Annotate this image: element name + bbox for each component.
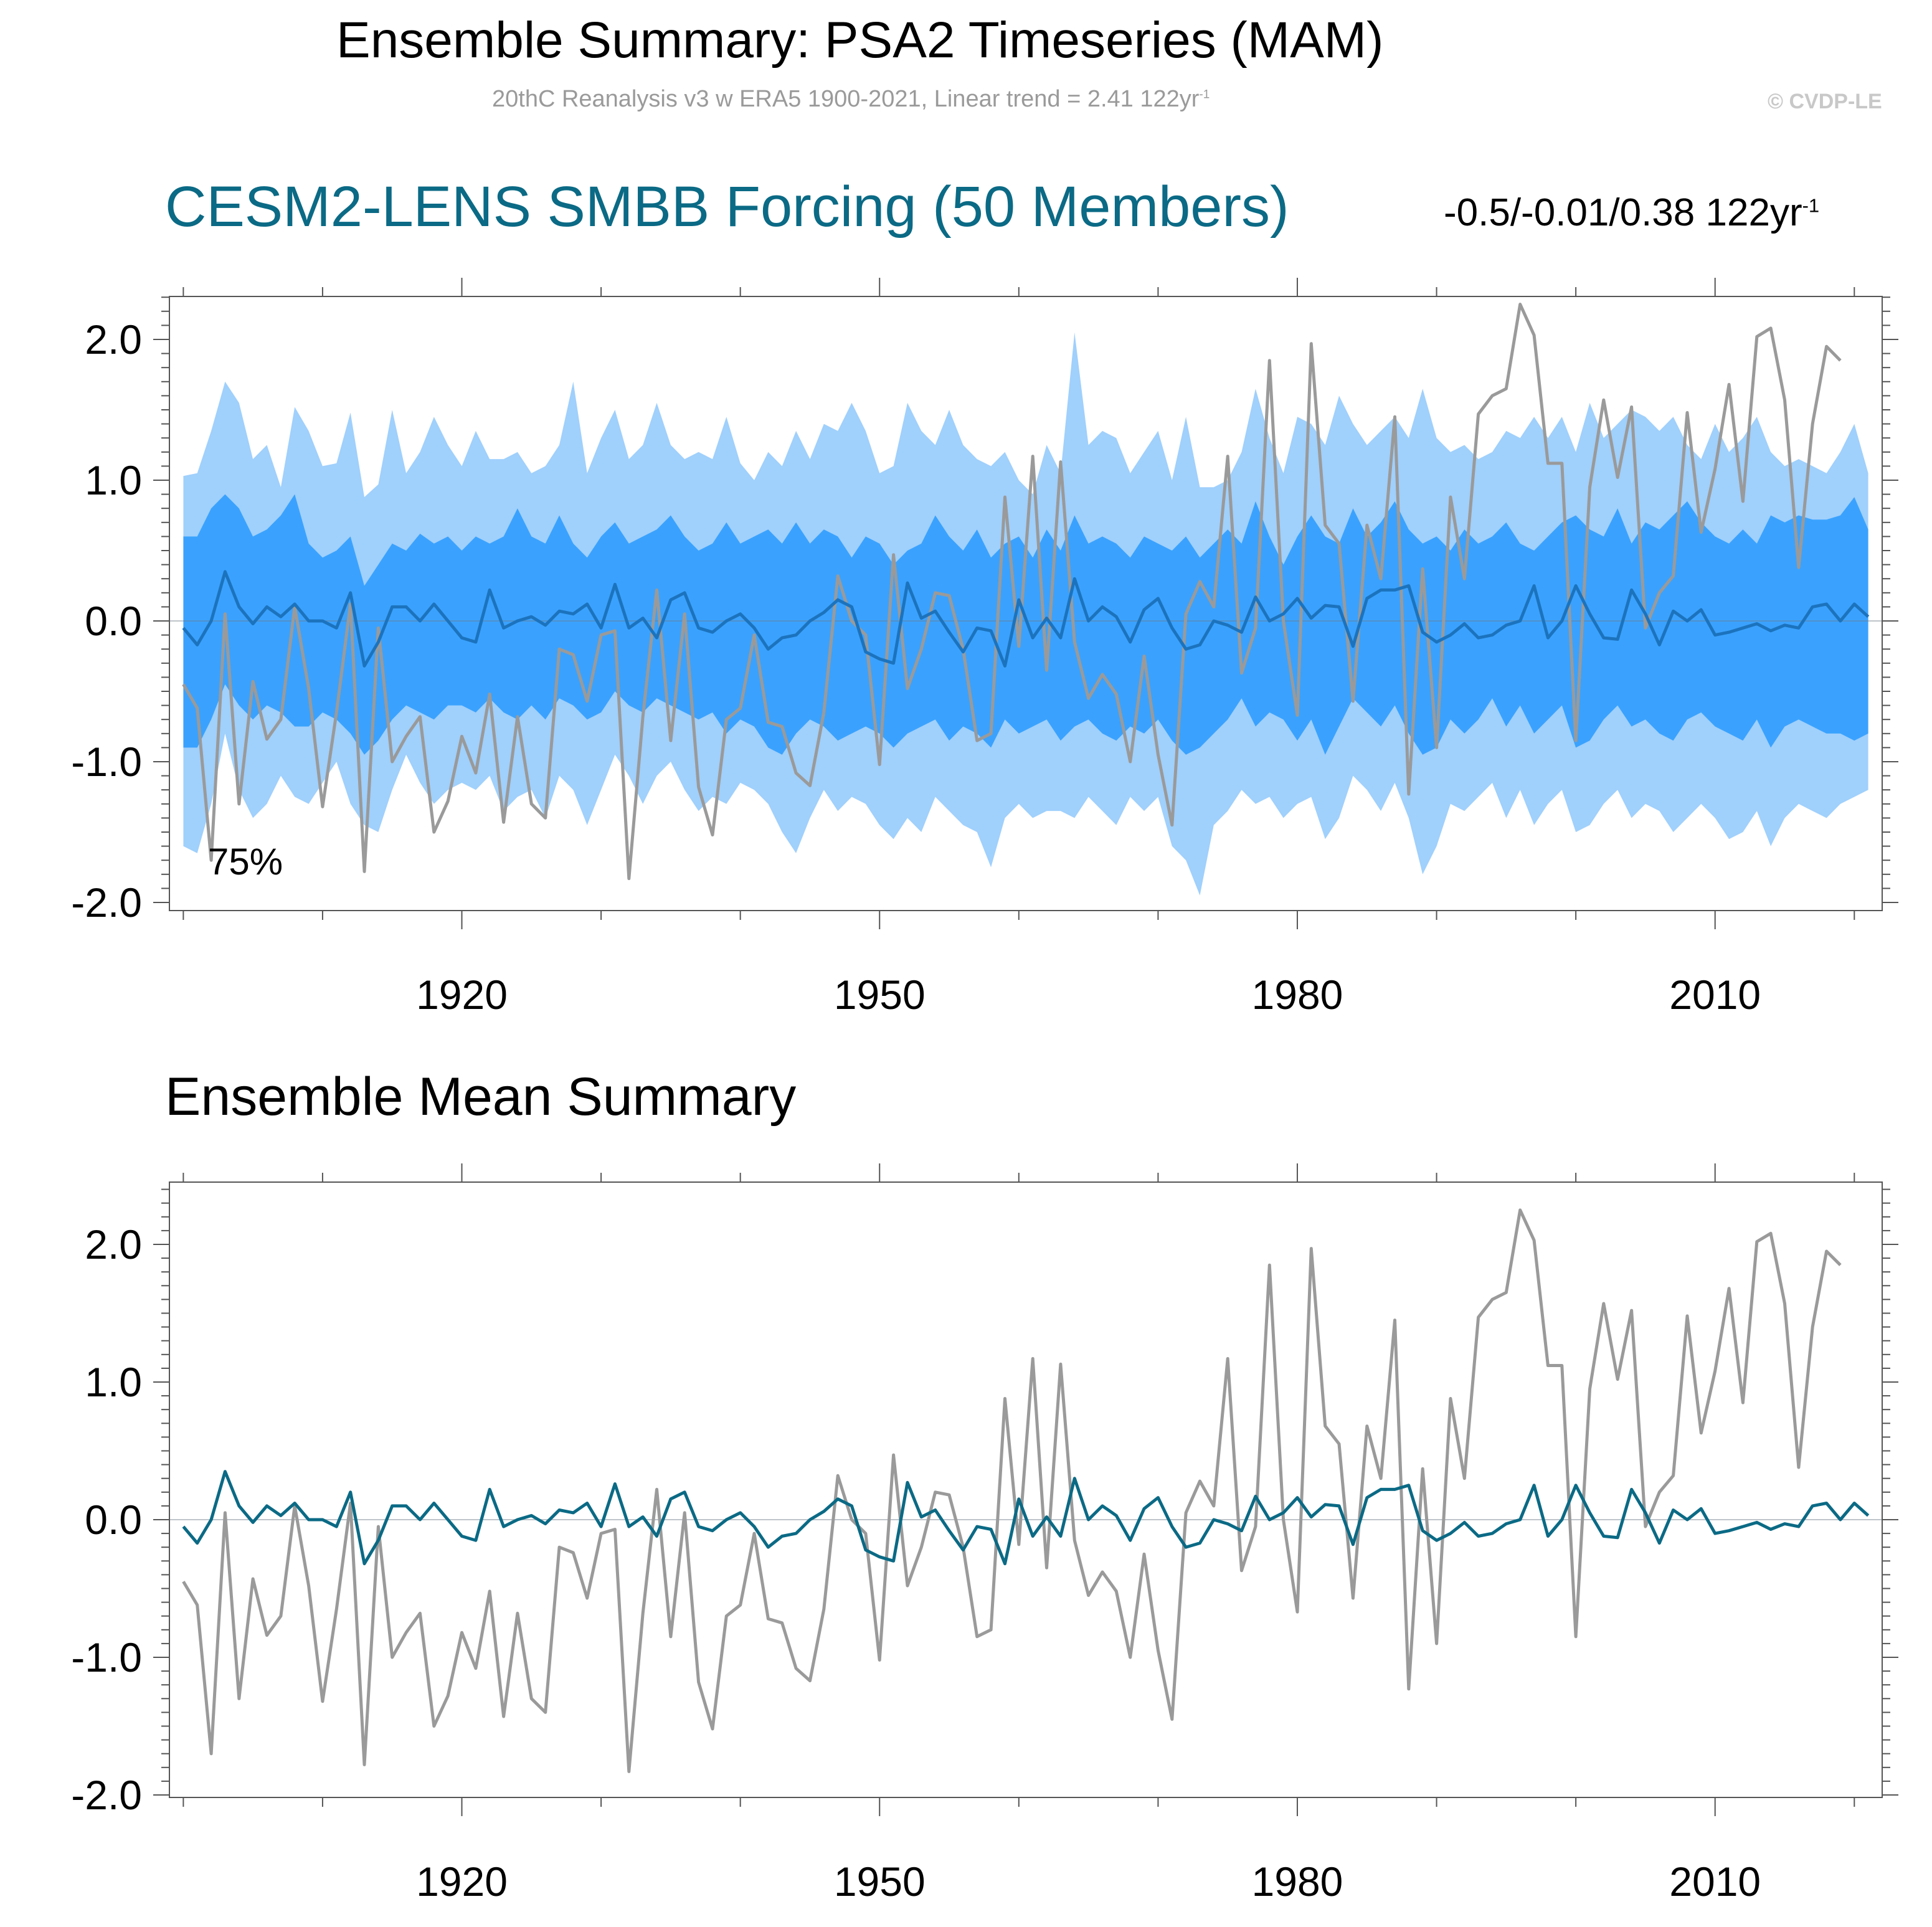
bottom-y-tick-label: 2.0 (85, 1221, 142, 1267)
bottom-panel-plot: -2.0 -1.0 0.0 1.0 2.0 1920 1950 1980 2010 (71, 1163, 1898, 1905)
bottom-y-tick-label: 1.0 (85, 1359, 142, 1405)
top-plot-frame (169, 296, 1883, 911)
bottom-x-tick-label: 1980 (1252, 1858, 1343, 1905)
bottom-y-tick-label: -1.0 (71, 1634, 142, 1680)
top-y-tick-label: -1.0 (71, 739, 142, 785)
top-x-tick-label: 2010 (1669, 972, 1761, 1018)
top-y-tick-label: 0.0 (85, 598, 142, 644)
top-x-tick-label: 1920 (416, 972, 508, 1018)
top-panel-title: CESM2-LENS SMBB Forcing (50 Members) (165, 175, 1289, 239)
band-percent-label: 75% (208, 841, 283, 883)
bottom-y-tick-label: 0.0 (85, 1497, 142, 1543)
top-x-tick-label: 1980 (1252, 972, 1343, 1018)
top-y-tick-label: 2.0 (85, 316, 142, 362)
bottom-observations-line (182, 1208, 1842, 1773)
bottom-ensemble-mean-line (182, 1470, 1870, 1566)
top-plot-area (169, 303, 1882, 896)
trend-text: -0.5/-0.01/0.38 122yr (1444, 191, 1802, 234)
top-y-tick-label: -2.0 (71, 879, 142, 926)
bottom-x-tick-label: 2010 (1669, 1858, 1761, 1905)
bottom-panel-title: Ensemble Mean Summary (165, 1067, 797, 1127)
copyright-label: © CVDP-LE (1768, 90, 1882, 113)
top-panel-plot: -2.0 -1.0 0.0 1.0 2.0 1920 1950 1980 2010 75% (71, 278, 1898, 1018)
subtitle-text: 20thC Reanalysis v3 w ERA5 1900-2021, Li… (492, 86, 1200, 112)
bottom-plot-frame (169, 1181, 1883, 1798)
bottom-x-tick-label: 1950 (834, 1858, 926, 1905)
figure-title: Ensemble Summary: PSA2 Timeseries (MAM) (336, 12, 1384, 69)
bottom-y-tick-label: -2.0 (71, 1772, 142, 1818)
top-x-tick-label: 1950 (834, 972, 926, 1018)
top-ensemble-mean-line (182, 570, 1870, 668)
bottom-plot-area (169, 1208, 1882, 1773)
figure-subtitle: 20thC Reanalysis v3 w ERA5 1900-2021, Li… (492, 86, 1210, 113)
trend-exponent: -1 (1802, 194, 1820, 217)
bottom-x-tick-label: 1920 (416, 1858, 508, 1905)
subtitle-exponent: -1 (1199, 88, 1210, 102)
top-observations-line (182, 303, 1842, 881)
top-y-tick-label: 1.0 (85, 457, 142, 503)
trend-label: -0.5/-0.01/0.38 122yr-1 (1444, 191, 1819, 235)
